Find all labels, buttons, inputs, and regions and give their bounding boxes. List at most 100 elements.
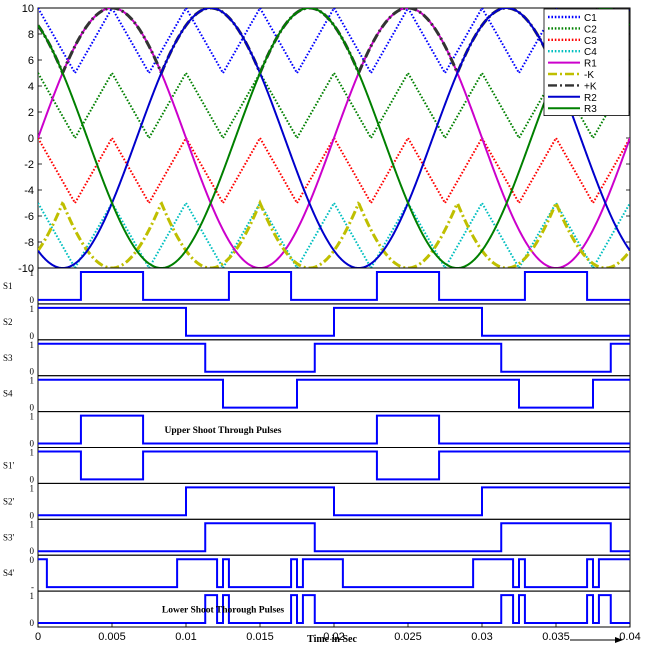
- pulse-tick-label: 1: [30, 412, 35, 422]
- y-tick-label: 10: [22, 3, 34, 15]
- series-K-line: [38, 199, 630, 268]
- pulse-panel: 1 0 S1': [3, 447, 631, 484]
- pulse-channel-label: S3: [3, 353, 13, 363]
- series-R2-line: [38, 8, 630, 268]
- series-C3-line: [38, 135, 630, 206]
- pulse-panel: 1 0 S1: [3, 267, 631, 305]
- pulse-trace: [38, 378, 630, 409]
- pulse-panel: 1 0 S4: [3, 375, 631, 413]
- pulse-tick-label: 1: [30, 340, 35, 350]
- x-tick-label: 0.015: [246, 631, 274, 643]
- pulse-tick-label: 1: [30, 519, 35, 529]
- pulse-channel-label: S4: [3, 389, 13, 399]
- series-C4-line: [38, 200, 630, 268]
- x-axis-label: Time in Sec: [307, 634, 357, 645]
- legend-label: C3: [584, 36, 597, 47]
- x-axis: 0 0.005 0.01 0.015 0.02 0.025 0.03 0.035 0.04: [35, 623, 641, 643]
- legend-label: R2: [584, 93, 597, 104]
- pulse-trace: [38, 558, 630, 589]
- pulse-tick-label: -: [31, 582, 34, 592]
- pulse-tick-label: 1: [30, 448, 35, 458]
- y-tick-label: -6: [24, 211, 34, 223]
- pulse-panel: 0 - S4': [3, 554, 631, 592]
- pulse-panel-frame: [37, 518, 631, 556]
- pulse-tick-label: 0: [30, 439, 35, 449]
- y-tick-label: -2: [24, 159, 34, 171]
- pulse-channel-label: S1': [3, 460, 15, 470]
- x-tick-label: 0.005: [98, 631, 126, 643]
- x-tick-label: 0.02: [323, 631, 344, 643]
- pulse-channel-label: S1: [3, 281, 13, 291]
- pulse-panel-frame: [37, 554, 631, 592]
- arrow-icon: [570, 637, 623, 643]
- pulse-tick-label: 0: [30, 295, 35, 305]
- y-tick-label: -8: [24, 237, 34, 249]
- x-tick-label: 0.01: [175, 631, 196, 643]
- pulse-tick-label: 0: [30, 510, 35, 520]
- pulse-channel-label: S3': [3, 532, 15, 542]
- y-tick-label: 4: [28, 81, 34, 93]
- pulse-panel-frame: [37, 411, 631, 449]
- series-C2-line: [38, 70, 630, 141]
- pulse-channel-label: S2': [3, 496, 15, 506]
- y-tick-label: 2: [28, 107, 34, 119]
- pulse-panel-frame: [37, 590, 631, 628]
- pulse-tick-label: 0: [30, 331, 35, 341]
- y-tick-label: -10: [18, 263, 34, 275]
- pulse-annotation: Lower Shoot Thorough Pulses: [162, 606, 285, 616]
- pulse-annotation: Upper Shoot Through Pulses: [165, 426, 282, 436]
- pulse-trace: [38, 342, 630, 373]
- y-tick-label: 8: [28, 29, 34, 41]
- pulse-trace: [38, 594, 630, 624]
- pulse-panel: 1 0 S3': [3, 518, 631, 556]
- x-tick-label: 0.04: [619, 631, 640, 643]
- pulse-panel: 1 0 Lower Shoot Thorough Pulses: [30, 590, 631, 628]
- pulse-panel: 1 0 Upper Shoot Through Pulses: [30, 411, 631, 449]
- pulse-tick-label: 0: [30, 403, 35, 413]
- pulse-panel-frame: [37, 447, 631, 484]
- series-R3-line: [38, 8, 630, 268]
- pulse-trace: [38, 306, 630, 337]
- pulse-tick-label: 1: [30, 591, 35, 601]
- legend-label: R1: [584, 59, 597, 70]
- pulse-panel-frame: [37, 375, 631, 413]
- y-tick-label: -4: [24, 185, 34, 197]
- pulse-tick-label: 1: [30, 304, 35, 314]
- pulse-tick-label: 1: [30, 268, 35, 278]
- pulse-trace: [38, 414, 630, 445]
- legend-label: C2: [584, 24, 597, 35]
- pulse-trace: [38, 450, 630, 481]
- legend-label: C1: [584, 13, 597, 24]
- pulse-trace: [38, 486, 630, 517]
- x-tick-label: 0: [35, 631, 41, 643]
- top-series-group: [38, 8, 630, 268]
- pulse-panel-frame: [37, 339, 631, 377]
- pulse-panel-frame: [37, 267, 631, 305]
- legend-label: R3: [584, 104, 597, 115]
- pulse-tick-label: 0: [30, 474, 35, 484]
- pulse-panel: 1 0 S2: [3, 303, 631, 341]
- x-tick-label: 0.03: [471, 631, 492, 643]
- pulse-panel: 1 0 S2': [3, 482, 631, 520]
- series-C1-line: [38, 8, 630, 76]
- pulse-channel-label: S4': [3, 568, 15, 578]
- pulse-panel: 1 0 S3: [3, 339, 631, 377]
- pulse-tick-label: 0: [30, 546, 35, 556]
- pulse-tick-label: 1: [30, 483, 35, 493]
- pulse-tick-label: 0: [30, 618, 35, 628]
- pulse-channel-label: S2: [3, 317, 13, 327]
- pulse-trace: [38, 522, 630, 553]
- pulse-tick-label: 0: [30, 555, 35, 565]
- y-tick-label: 0: [28, 133, 34, 145]
- pulse-tick-label: 0: [30, 367, 35, 377]
- pulse-tick-label: 1: [30, 376, 35, 386]
- y-tick-label: 6: [28, 55, 34, 67]
- pulse-trace: [38, 271, 630, 301]
- x-tick-label: 0.025: [394, 631, 422, 643]
- legend-label: C4: [584, 47, 597, 58]
- top-panel: -10 -8 -6 -4 -2 0 2 4 6 8 10: [18, 3, 631, 275]
- x-tick-label: 0.035: [542, 631, 570, 643]
